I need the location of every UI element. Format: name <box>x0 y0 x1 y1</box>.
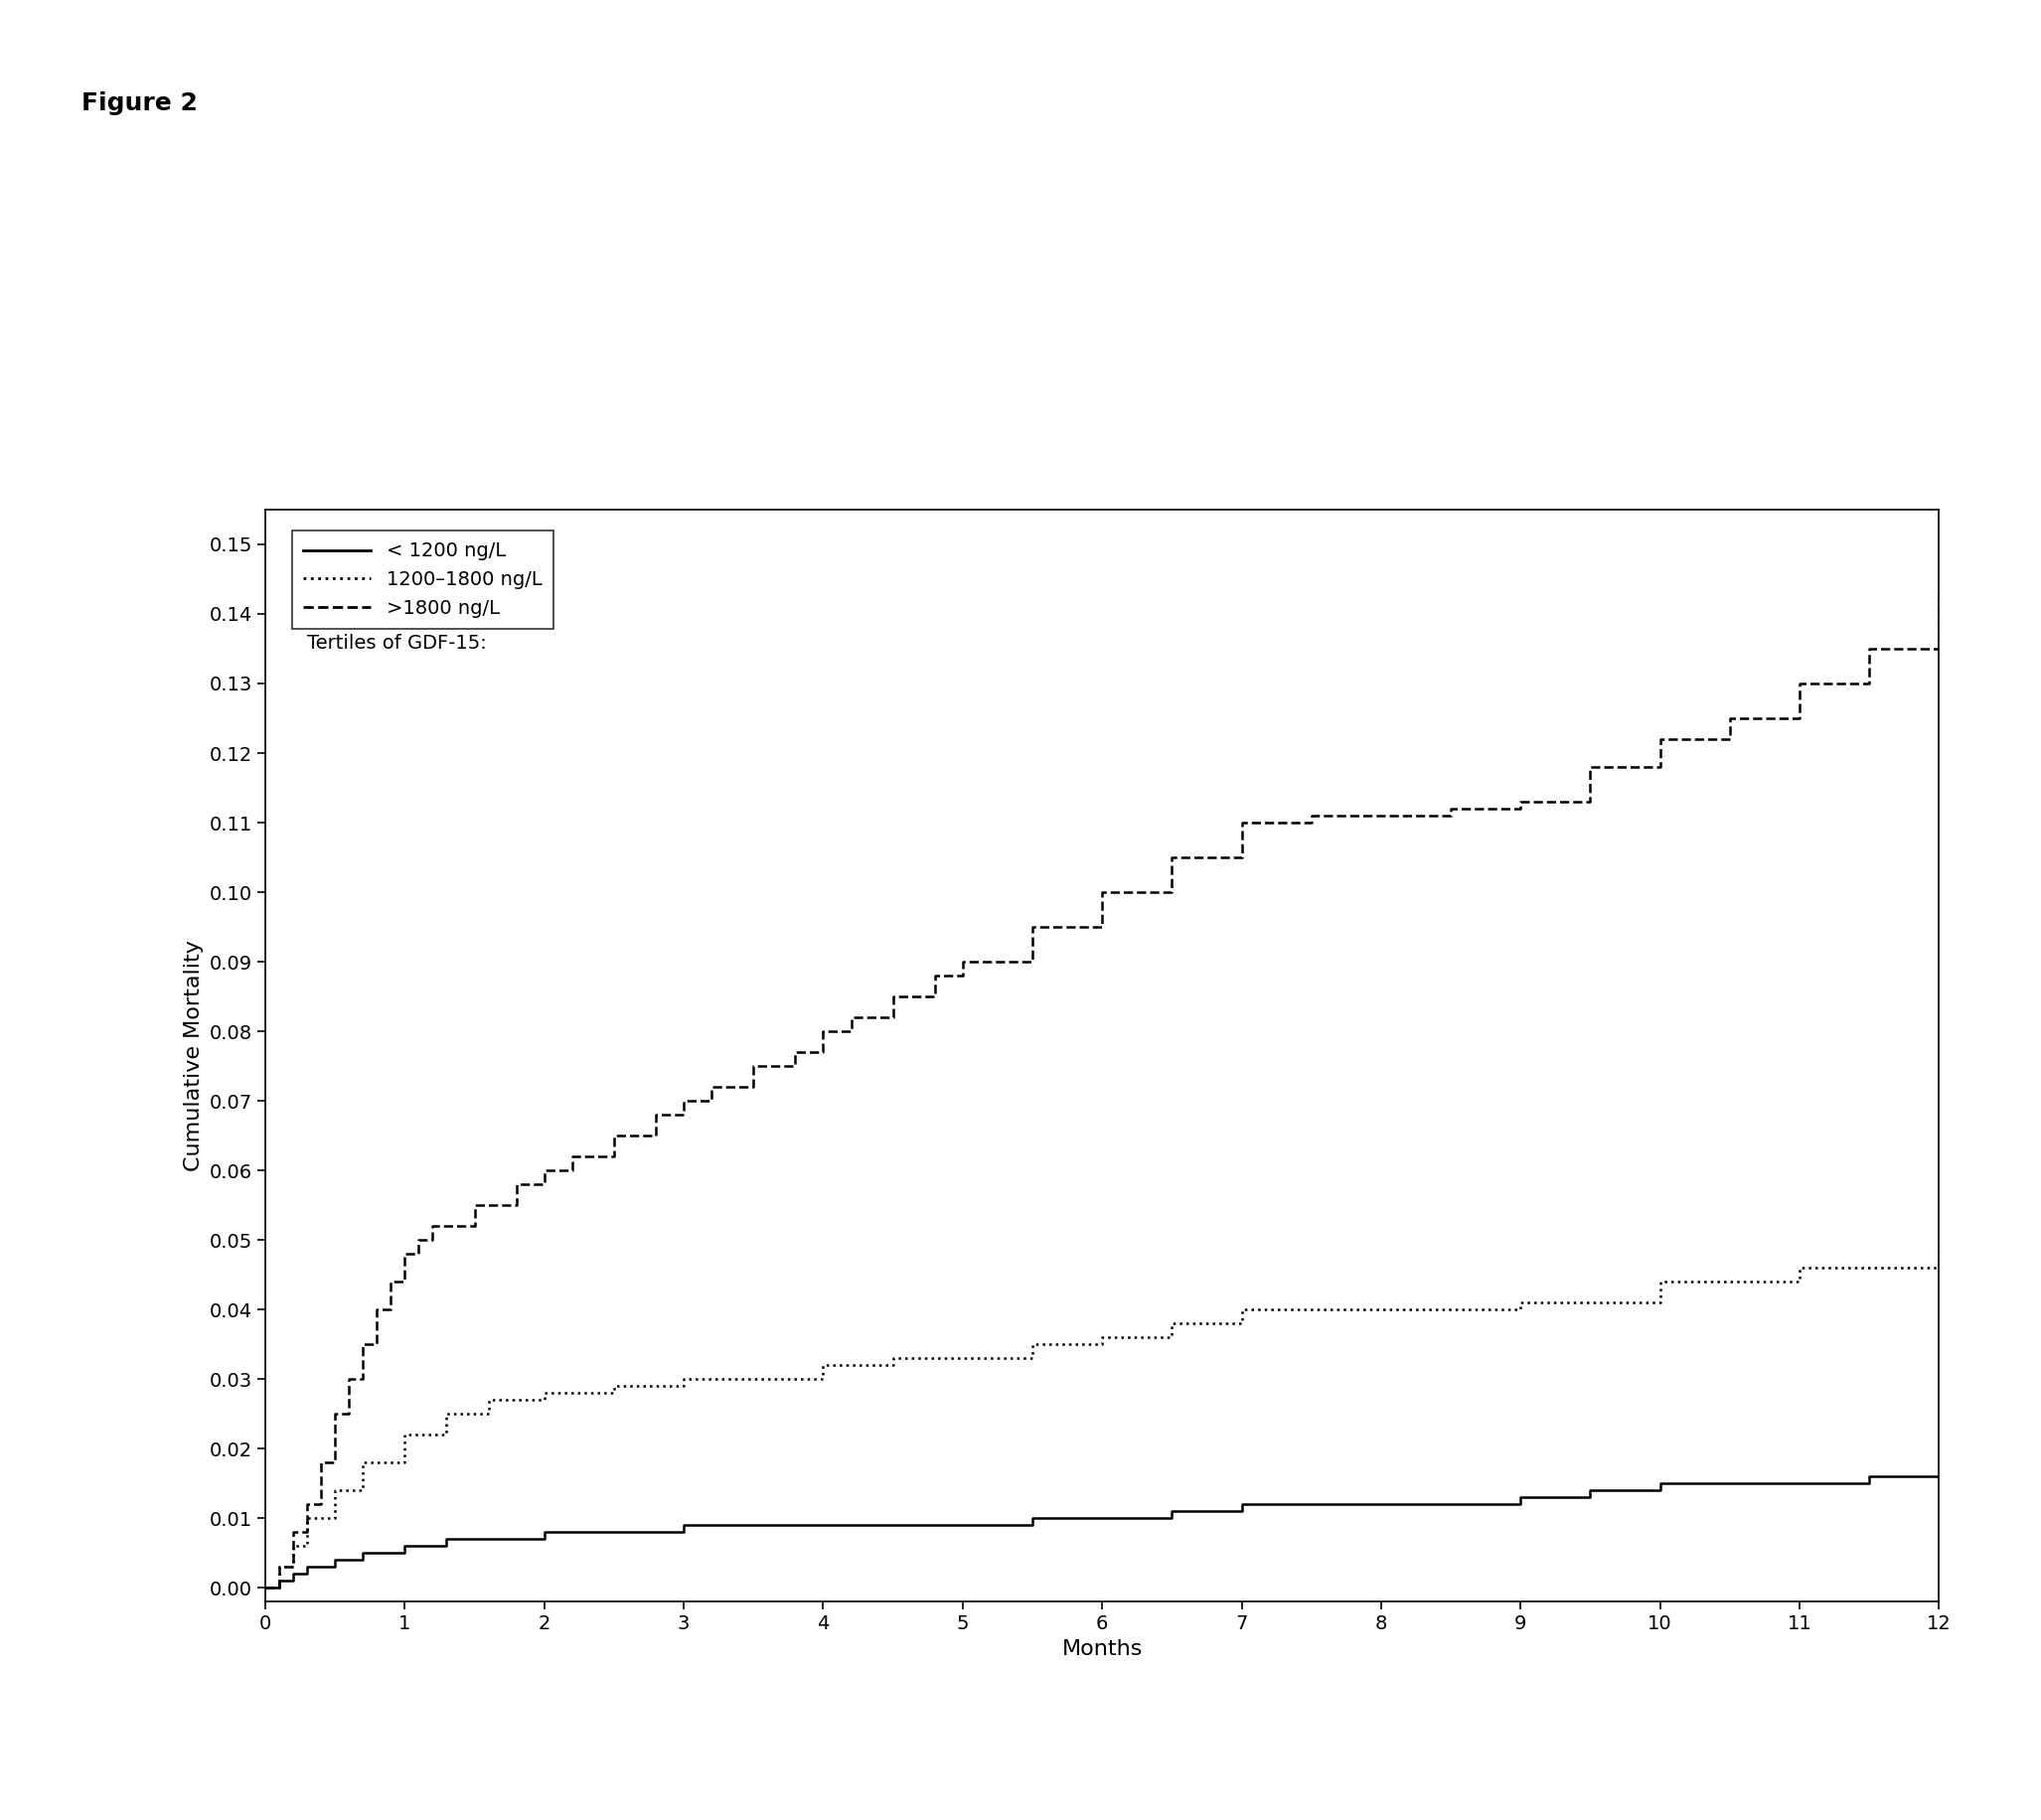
Text: Tertiles of GDF-15:: Tertiles of GDF-15: <box>306 633 486 652</box>
X-axis label: Months: Months <box>1061 1640 1143 1660</box>
Y-axis label: Cumulative Mortality: Cumulative Mortality <box>184 939 204 1172</box>
Text: Figure 2: Figure 2 <box>82 91 198 115</box>
Legend: < 1200 ng/L, 1200–1800 ng/L, >1800 ng/L: < 1200 ng/L, 1200–1800 ng/L, >1800 ng/L <box>292 530 553 630</box>
